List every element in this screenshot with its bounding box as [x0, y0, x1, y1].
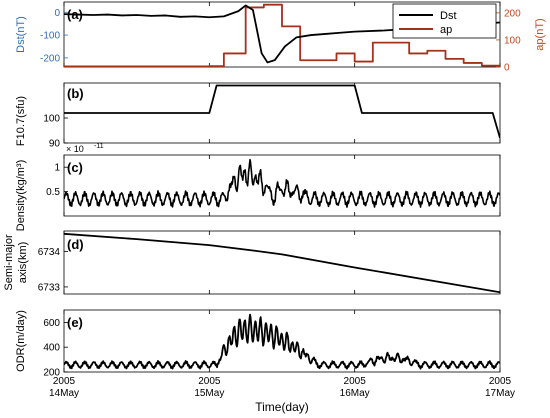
panel-d-ylabel-line2: axis(km): [17, 242, 29, 284]
x-axis-label: Time(day): [255, 400, 309, 414]
panel-a-ylabel-left: Dst(nT): [15, 16, 27, 53]
panel-a-ytick-label: -100: [40, 31, 60, 42]
panel-d-ytick-label: 6733: [38, 282, 61, 293]
panel-a-label: (a): [67, 7, 83, 22]
panel-e-ytick-label: 400: [43, 343, 60, 354]
panel-e-ylabel: ODR(m/day): [15, 310, 27, 372]
panel-a-ytick-right-label: 100: [504, 35, 521, 46]
panel-c-ytick-label: 1: [54, 163, 60, 174]
series-density-line: [64, 158, 500, 208]
panel-d-frame: [63, 230, 501, 295]
panel-d-ytick-label: 6734: [38, 247, 61, 258]
series-dst-line: [64, 4, 500, 64]
panel-c-label: (c): [67, 160, 83, 175]
x-tick-label-day: 17May: [485, 388, 515, 399]
panel-c-ylabel: Density(kg/m³): [15, 160, 27, 232]
x-tick-label-day: 15May: [194, 388, 224, 399]
x-tick-label-day: 16May: [340, 388, 370, 399]
series-f107-line: [64, 84, 500, 139]
panel-b-label: (b): [67, 86, 84, 101]
panel-d-ylabel-line1: Semi-major: [3, 234, 15, 291]
legend-label-dst: Dst: [440, 10, 457, 22]
x-tick-label-year: 2005: [198, 376, 221, 387]
x-tick-label-year: 2005: [344, 376, 367, 387]
x-tick-label-day: 14May: [49, 388, 79, 399]
panel-a-ytick-right-label: 200: [504, 8, 521, 19]
panel-d-label: (d): [67, 237, 84, 252]
series-ap-line: [64, 3, 500, 67]
panel-c-exponent-power: -11: [94, 143, 104, 150]
panel-b-ylabel: F10.7(sfu): [15, 96, 27, 146]
panel-c-frame: [63, 154, 501, 217]
panel-a-ytick-right-label: 0: [504, 63, 510, 74]
panel-a-ytick-label: -200: [40, 53, 60, 64]
panel-e-ytick-label: 200: [43, 368, 60, 379]
legend-box: [392, 3, 497, 39]
panel-a-frame: [63, 1, 501, 68]
panel-a-ytick-label: 0: [54, 8, 60, 19]
panel-e-ytick-label: 600: [43, 318, 60, 329]
panel-c-ytick-label: 0.5: [46, 187, 60, 198]
series-odr-line: [64, 313, 500, 370]
x-tick-label-year: 2005: [53, 376, 76, 387]
panel-c-exponent: × 10: [66, 144, 84, 154]
panel-e-frame: [63, 309, 501, 373]
panel-b-ytick-label: 100: [43, 114, 60, 125]
panel-a-ylabel-right: ap(nT): [534, 18, 546, 50]
legend-label-ap: ap: [440, 24, 452, 36]
series-semimajor-line: [64, 232, 500, 294]
panel-b-ytick-label: 90: [49, 139, 61, 150]
panel-e-label: (e): [67, 315, 83, 330]
x-tick-label-year: 2005: [489, 376, 512, 387]
